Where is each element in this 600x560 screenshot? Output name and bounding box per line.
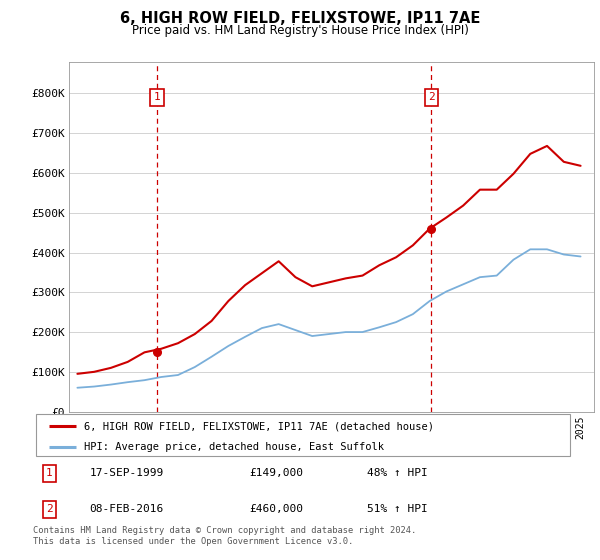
Text: 1: 1 bbox=[46, 468, 53, 478]
Text: HPI: Average price, detached house, East Suffolk: HPI: Average price, detached house, East… bbox=[84, 442, 384, 452]
Text: 17-SEP-1999: 17-SEP-1999 bbox=[89, 468, 164, 478]
Text: £460,000: £460,000 bbox=[250, 505, 304, 515]
FancyBboxPatch shape bbox=[36, 414, 570, 456]
Text: 1: 1 bbox=[154, 92, 160, 102]
Text: 08-FEB-2016: 08-FEB-2016 bbox=[89, 505, 164, 515]
Text: 48% ↑ HPI: 48% ↑ HPI bbox=[367, 468, 428, 478]
Text: Price paid vs. HM Land Registry's House Price Index (HPI): Price paid vs. HM Land Registry's House … bbox=[131, 24, 469, 36]
Text: 51% ↑ HPI: 51% ↑ HPI bbox=[367, 505, 428, 515]
Text: 2: 2 bbox=[46, 505, 53, 515]
Text: 6, HIGH ROW FIELD, FELIXSTOWE, IP11 7AE: 6, HIGH ROW FIELD, FELIXSTOWE, IP11 7AE bbox=[120, 11, 480, 26]
Text: 6, HIGH ROW FIELD, FELIXSTOWE, IP11 7AE (detached house): 6, HIGH ROW FIELD, FELIXSTOWE, IP11 7AE … bbox=[84, 421, 434, 431]
Text: 2: 2 bbox=[428, 92, 434, 102]
Text: Contains HM Land Registry data © Crown copyright and database right 2024.
This d: Contains HM Land Registry data © Crown c… bbox=[33, 526, 416, 546]
Text: £149,000: £149,000 bbox=[250, 468, 304, 478]
